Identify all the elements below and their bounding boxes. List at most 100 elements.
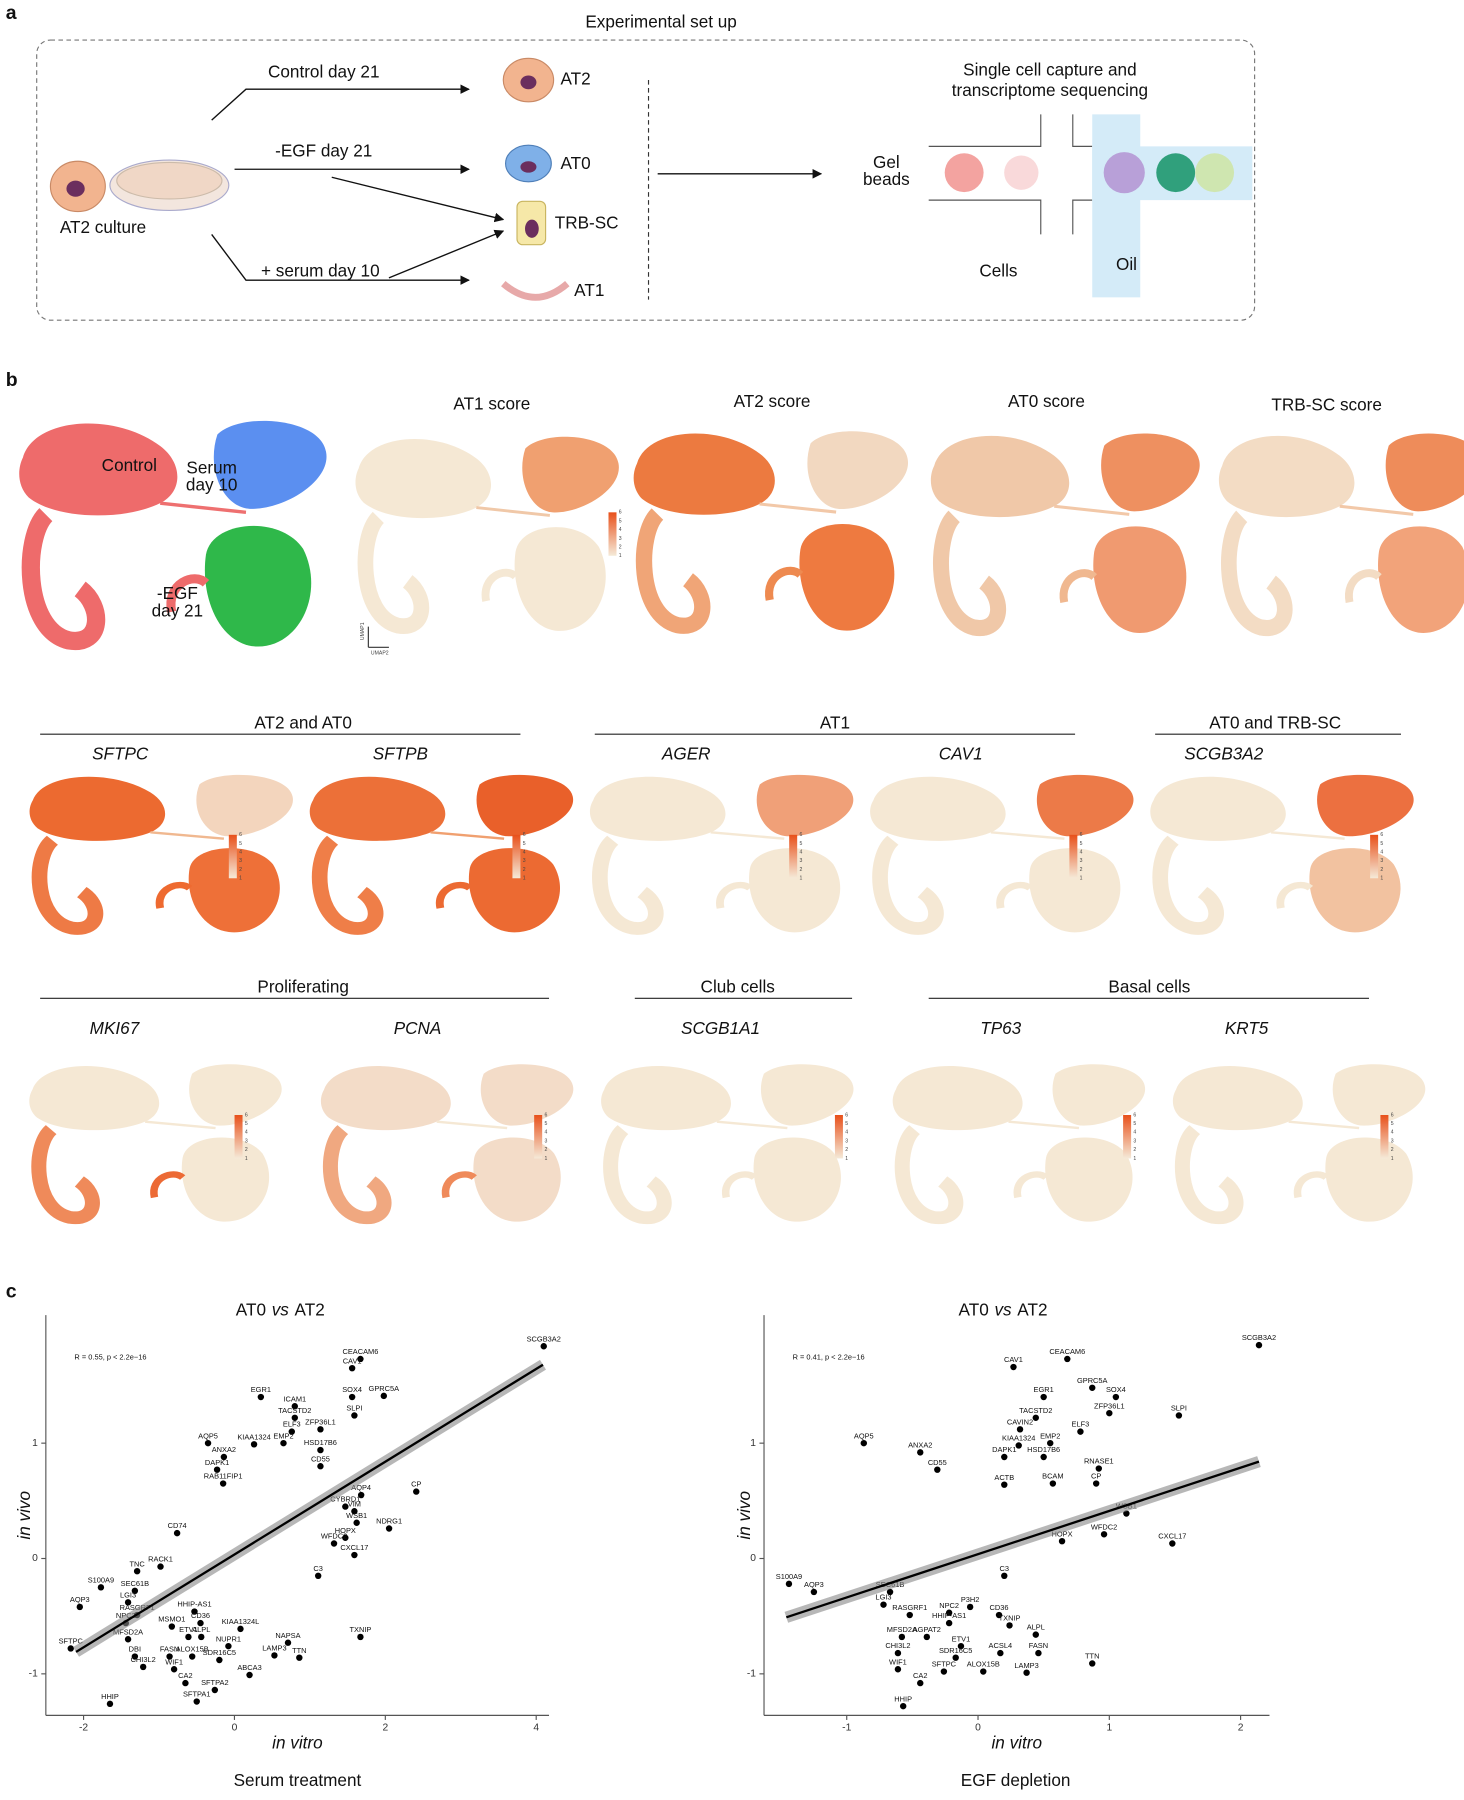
fit-line — [75, 1363, 544, 1653]
point-label: ETV1 — [179, 1625, 198, 1634]
point — [220, 1453, 228, 1461]
y-axis-label: in vivo — [734, 1491, 754, 1540]
droplet-icon — [1156, 153, 1196, 193]
colorbar-tick: 2 — [799, 867, 802, 873]
cluster-label: day 10 — [186, 475, 237, 495]
point-label: AQP5 — [198, 1431, 218, 1440]
point-label: EGR1 — [1034, 1385, 1054, 1394]
point — [250, 1441, 258, 1448]
point — [351, 1551, 358, 1559]
colorbar-tick: 3 — [1133, 1138, 1136, 1144]
point — [957, 1642, 965, 1650]
point-label: EMP2 — [273, 1431, 293, 1440]
point — [182, 1679, 189, 1687]
point — [357, 1355, 364, 1363]
colorbar — [789, 834, 798, 879]
chart-title: AT0 vs AT2 — [236, 1299, 325, 1319]
point — [357, 1633, 364, 1641]
colorbar-tick: 4 — [239, 850, 242, 856]
colorbar-tick: 6 — [245, 1112, 248, 1118]
point — [106, 1700, 114, 1708]
cell-type: TRB-SC — [555, 213, 619, 233]
point-label: HHIP-AS1 — [932, 1611, 966, 1620]
colorbar-tick: 5 — [544, 1121, 547, 1127]
point — [899, 1702, 907, 1710]
colorbar-tick: 1 — [619, 553, 622, 559]
y-axis-label: in vivo — [14, 1491, 34, 1540]
point — [246, 1671, 253, 1679]
arrow — [388, 229, 505, 279]
point-label: VIM — [348, 1499, 361, 1508]
gene-label: CAV1 — [939, 743, 983, 763]
point — [1077, 1428, 1084, 1435]
point — [966, 1603, 974, 1611]
point-label: ACTB — [994, 1473, 1014, 1482]
colorbar — [608, 512, 617, 556]
point — [348, 1393, 356, 1401]
colorbar — [534, 1114, 543, 1159]
colorbar-tick: 1 — [544, 1156, 547, 1162]
chart-subtitle: Serum treatment — [234, 1770, 362, 1790]
capture-title: transcriptome sequencing — [952, 80, 1148, 100]
point-label: TACSTD2 — [278, 1406, 311, 1415]
plot-title: AT1 score — [453, 393, 530, 413]
point-label: CHI3L2 — [885, 1641, 910, 1650]
point-label: ICAM1 — [283, 1394, 306, 1403]
colorbar-tick: 5 — [523, 841, 526, 847]
point-label: HOPX — [335, 1526, 356, 1535]
point-label: C3 — [1000, 1564, 1010, 1573]
point — [886, 1588, 894, 1596]
point-label: CD55 — [928, 1458, 947, 1467]
condition-label: + serum day 10 — [261, 261, 380, 281]
point — [1035, 1649, 1042, 1657]
point-label: AQP3 — [804, 1580, 824, 1589]
oil-channel — [1092, 114, 1141, 298]
colorbar — [228, 834, 237, 879]
point-label: TTN — [1085, 1652, 1099, 1661]
colorbar-tick: 4 — [1133, 1130, 1136, 1136]
point — [188, 1653, 196, 1660]
title-part: AT0 — [236, 1299, 266, 1319]
point-label: CD55 — [311, 1454, 330, 1463]
bead-icon — [944, 153, 984, 193]
gene-label: SFTPB — [373, 743, 428, 763]
colorbar-tick: 2 — [1133, 1147, 1136, 1153]
colorbar-tick: 3 — [239, 858, 242, 864]
point-label: SFTPA1 — [183, 1690, 211, 1699]
point-label: CEACAM6 — [342, 1347, 378, 1356]
point-label: CA2 — [913, 1671, 927, 1680]
x-tick-label: 2 — [382, 1723, 388, 1734]
point — [945, 1609, 953, 1616]
panel-letter: b — [6, 369, 18, 391]
cell-type: AT2 — [560, 69, 590, 89]
point-label: ANXA2 — [908, 1440, 932, 1449]
point — [1106, 1409, 1113, 1417]
umap-plot — [634, 431, 908, 630]
group-title: AT1 — [820, 712, 850, 732]
colorbar-tick: 1 — [845, 1156, 848, 1162]
point-label: EGR1 — [251, 1385, 271, 1394]
point — [166, 1653, 173, 1660]
point-label: MFSD2A — [113, 1627, 143, 1636]
point-label: CXCL17 — [340, 1543, 368, 1552]
stat-label: R = 0.55, p < 2.2e−16 — [74, 1352, 146, 1361]
point — [204, 1439, 212, 1447]
point-label: TTN — [292, 1646, 306, 1655]
point-label: RASGRF1 — [892, 1603, 927, 1612]
point-label: NPC2 — [939, 1601, 959, 1610]
point — [185, 1633, 192, 1641]
point-label: ACSL4 — [989, 1641, 1013, 1650]
source-label: AT2 culture — [60, 217, 146, 237]
point-label: ELF3 — [283, 1420, 301, 1429]
point — [170, 1666, 178, 1673]
colorbar — [1380, 1114, 1389, 1159]
point-label: TXNIP — [350, 1625, 372, 1634]
point — [351, 1508, 358, 1515]
point — [173, 1529, 181, 1537]
point-label: WIF1 — [889, 1657, 907, 1666]
point-label: ANXA2 — [212, 1445, 236, 1454]
colorbar-tick: 4 — [523, 850, 526, 856]
gel-beads-label: beads — [863, 169, 910, 189]
point-label: CP — [1091, 1472, 1101, 1481]
